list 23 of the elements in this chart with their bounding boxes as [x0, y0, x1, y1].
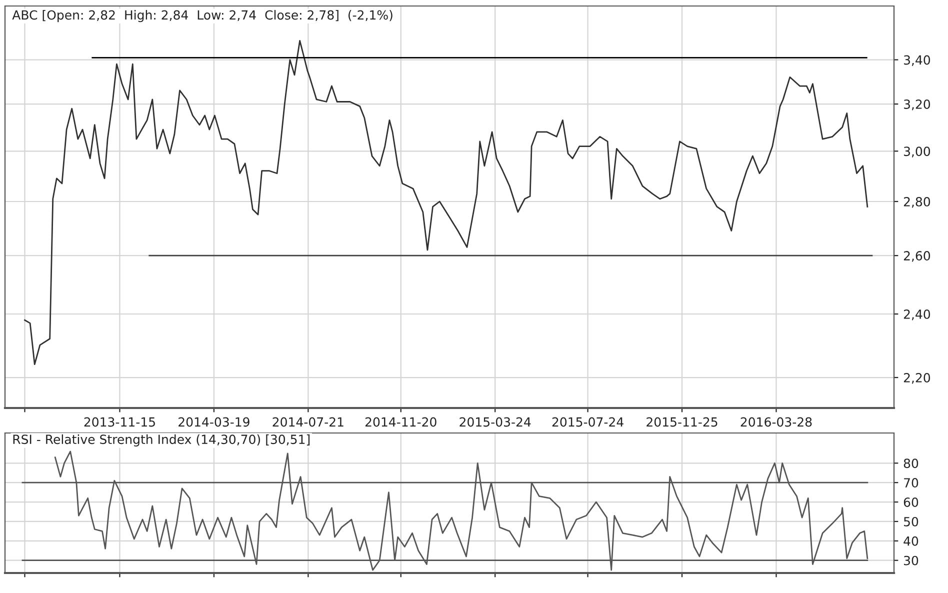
x-tick-label: 2014-11-20 [365, 417, 436, 427]
chart-title: RSI - Relative Strength Index (14,30,70) [30,51] [13, 434, 310, 446]
y-tick-label: 40 [904, 536, 918, 546]
chart-title: ABC [Open: 2,82 High: 2,84 Low: 2,74 Close: 2,78] (-2,1%) [12, 10, 392, 22]
y-tick-label: 2,80 [904, 196, 930, 208]
x-tick-label: 2015-07-24 [552, 417, 624, 427]
x-tick-label: 2013-11-15 [84, 417, 155, 427]
y-tick-label: 3,40 [904, 55, 930, 66]
y-tick-label: 80 [904, 458, 918, 468]
y-tick-label: 2,40 [904, 309, 930, 320]
x-tick-label: 2014-07-21 [272, 417, 344, 427]
y-tick-label: 30 [904, 556, 918, 566]
x-tick-label: 2014-03-19 [178, 417, 250, 427]
y-tick-label: 2,20 [904, 372, 930, 384]
y-tick-label: 70 [904, 478, 918, 488]
x-tick-label: 2015-11-25 [646, 417, 718, 427]
y-tick-label: 2,60 [904, 251, 930, 262]
y-tick-label: 3,00 [904, 146, 930, 158]
y-tick-label: 3,20 [904, 100, 930, 110]
x-tick-label: 2016-03-28 [740, 417, 812, 427]
y-tick-label: 60 [904, 498, 918, 507]
y-tick-label: 50 [904, 516, 918, 526]
x-tick-label: 2015-03-24 [460, 417, 531, 427]
